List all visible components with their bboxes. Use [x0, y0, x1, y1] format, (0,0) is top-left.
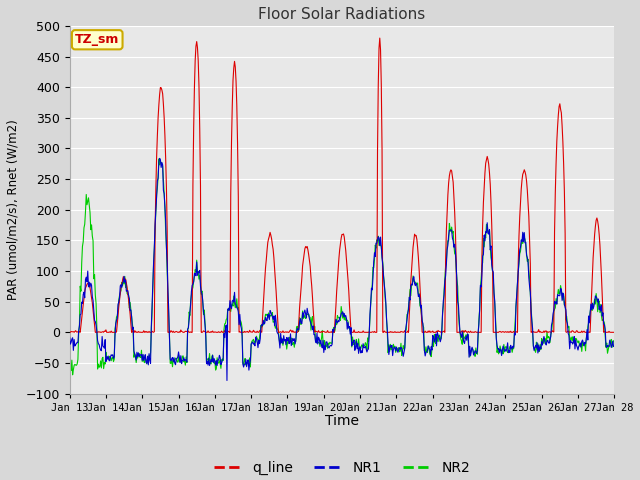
X-axis label: Time: Time — [325, 414, 359, 428]
Text: TZ_sm: TZ_sm — [75, 33, 120, 46]
Legend: q_line, NR1, NR2: q_line, NR1, NR2 — [208, 456, 476, 480]
Y-axis label: PAR (umol/m2/s), Rnet (W/m2): PAR (umol/m2/s), Rnet (W/m2) — [7, 120, 20, 300]
Title: Floor Solar Radiations: Floor Solar Radiations — [259, 7, 426, 22]
